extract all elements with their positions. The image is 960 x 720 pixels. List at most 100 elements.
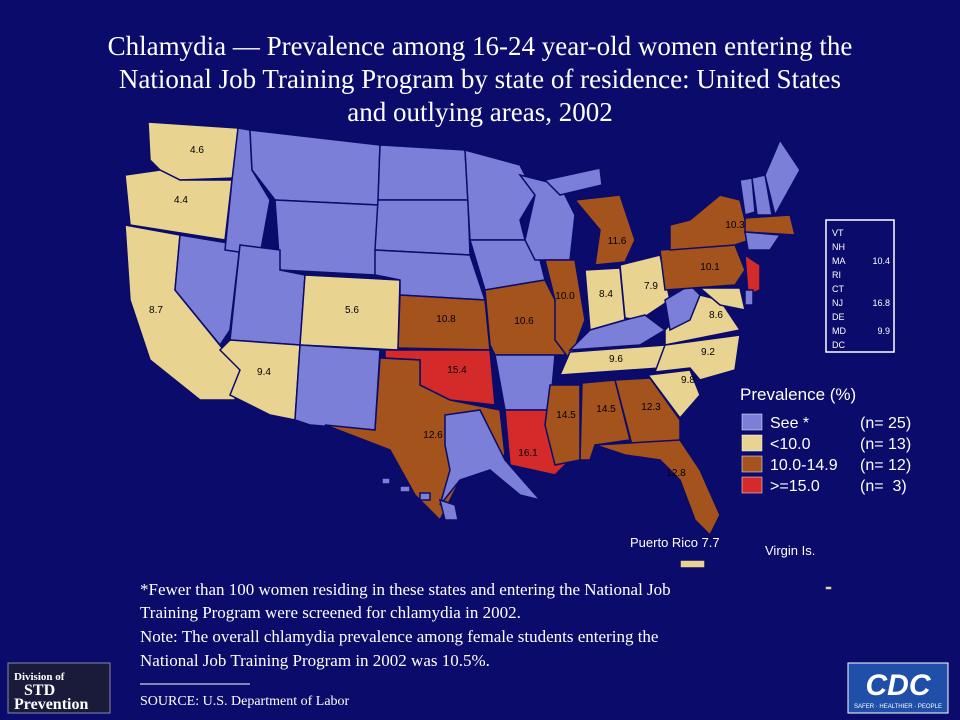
inset-table: VT NH MA 10.4 RI CT NJ 16.8 DE MD 9.9 DC: [832, 228, 890, 350]
region: [739, 177, 756, 216]
state-value: 9.4: [257, 367, 271, 378]
logo-text: Prevention: [14, 696, 88, 713]
legend-label: >=15.0: [770, 478, 820, 495]
region: [381, 477, 391, 485]
region: [399, 485, 411, 493]
region: [374, 199, 471, 256]
state-value: 9.8: [681, 375, 695, 386]
region: [544, 384, 581, 466]
state-value: 12.3: [641, 402, 661, 413]
legend-swatch: [741, 413, 763, 431]
region: [697, 287, 746, 311]
inset-state: MA: [832, 256, 846, 266]
state-value: 8.4: [599, 289, 613, 300]
legend-count: (n= 25): [860, 415, 911, 432]
state-value: 16.1: [518, 448, 538, 459]
legend-label: 10.0-14.9: [770, 457, 838, 474]
state-value: 12.8: [666, 468, 686, 479]
state-value: 4.4: [174, 195, 188, 206]
legend-label: <10.0: [770, 436, 811, 453]
state-value: 5.6: [345, 305, 359, 316]
region: [543, 167, 603, 196]
inset-box: [825, 219, 895, 353]
region: [619, 254, 671, 321]
legend-swatch: [741, 455, 763, 473]
inset-value: 10.4: [872, 256, 890, 266]
logo-left: [7, 662, 111, 714]
source: SOURCE: U.S. Department of Labor: [140, 694, 350, 709]
footnote: Training Program were screened for chlam…: [140, 603, 521, 622]
inset-state: NJ: [832, 298, 843, 308]
state-value: 14.5: [556, 410, 576, 421]
region: [419, 492, 431, 501]
region: [744, 231, 782, 251]
state-value: 9.2: [701, 347, 715, 358]
inset-value: 9.9: [877, 326, 890, 336]
region: [653, 334, 741, 381]
region: [614, 377, 681, 446]
region: [494, 354, 556, 411]
region: [294, 344, 381, 431]
legend-swatch: [741, 434, 763, 452]
state-value: 9.6: [609, 354, 623, 365]
logo-right: [847, 662, 949, 714]
region: [377, 144, 469, 201]
region: [484, 279, 566, 356]
region: [744, 253, 761, 297]
state-value: 7.9: [644, 281, 658, 292]
footnote: National Job Training Program in 2002 wa…: [140, 651, 490, 670]
region: [744, 289, 754, 306]
legend: See * (n= 25) <10.0 (n= 13) 10.0-14.9 (n= 12)…: [741, 413, 911, 495]
territory-label: Virgin Is.: [765, 543, 815, 558]
legend-label: See *: [770, 415, 809, 432]
legend-count: (n= 13): [860, 436, 911, 453]
footnote: Note: The overall chlamydia prevalence a…: [140, 627, 658, 646]
legend-count: (n= 12): [860, 457, 911, 474]
region: [573, 194, 636, 266]
state-value: 10.6: [514, 316, 534, 327]
title: Chlamydia — Prevalence among 16-24 year-…: [108, 31, 853, 61]
inset-state: CT: [832, 284, 844, 294]
state-value: 10.0: [555, 291, 575, 302]
title: National Job Training Program by state o…: [119, 64, 841, 94]
state-value: 10.3: [725, 220, 745, 231]
logo-text: CDC: [866, 669, 932, 702]
region: [751, 174, 773, 216]
legend-swatch: [741, 476, 763, 494]
title: and outlying areas, 2002: [347, 97, 612, 127]
region: [568, 314, 667, 351]
logo-text: STD: [24, 682, 55, 699]
inset-state: MD: [832, 326, 846, 336]
map: [124, 121, 833, 591]
inset-value: 16.8: [872, 298, 890, 308]
state-value: 10.1: [700, 262, 720, 273]
legend-title: Prevalence (%): [740, 385, 856, 404]
inset-state: NH: [832, 242, 845, 252]
region: [824, 585, 833, 591]
logo-text: Division of: [14, 671, 65, 683]
inset-state: VT: [832, 228, 844, 238]
legend-count: (n= 3): [860, 478, 907, 495]
inset-state: DE: [832, 312, 845, 322]
state-value: 12.6: [423, 430, 443, 441]
region: [439, 409, 543, 506]
region: [764, 138, 801, 218]
state-value: 8.7: [149, 305, 163, 316]
region: [744, 214, 796, 236]
state-value: 8.6: [709, 310, 723, 321]
state-value: 10.8: [436, 314, 456, 325]
footnote: *Fewer than 100 women residing in these …: [140, 580, 671, 599]
logo-text: SAFER · HEALTHIER · PEOPLE: [854, 704, 942, 710]
region: [594, 439, 721, 537]
state-value: 14.5: [596, 404, 616, 415]
territory-label: Puerto Rico 7.7: [630, 535, 720, 550]
inset-state: DC: [832, 340, 845, 350]
region: [679, 559, 706, 569]
region: [646, 369, 701, 420]
region: [274, 199, 379, 276]
state-value: 11.6: [608, 236, 627, 247]
state-value: 15.4: [447, 365, 467, 376]
state-value: 4.6: [190, 145, 204, 156]
